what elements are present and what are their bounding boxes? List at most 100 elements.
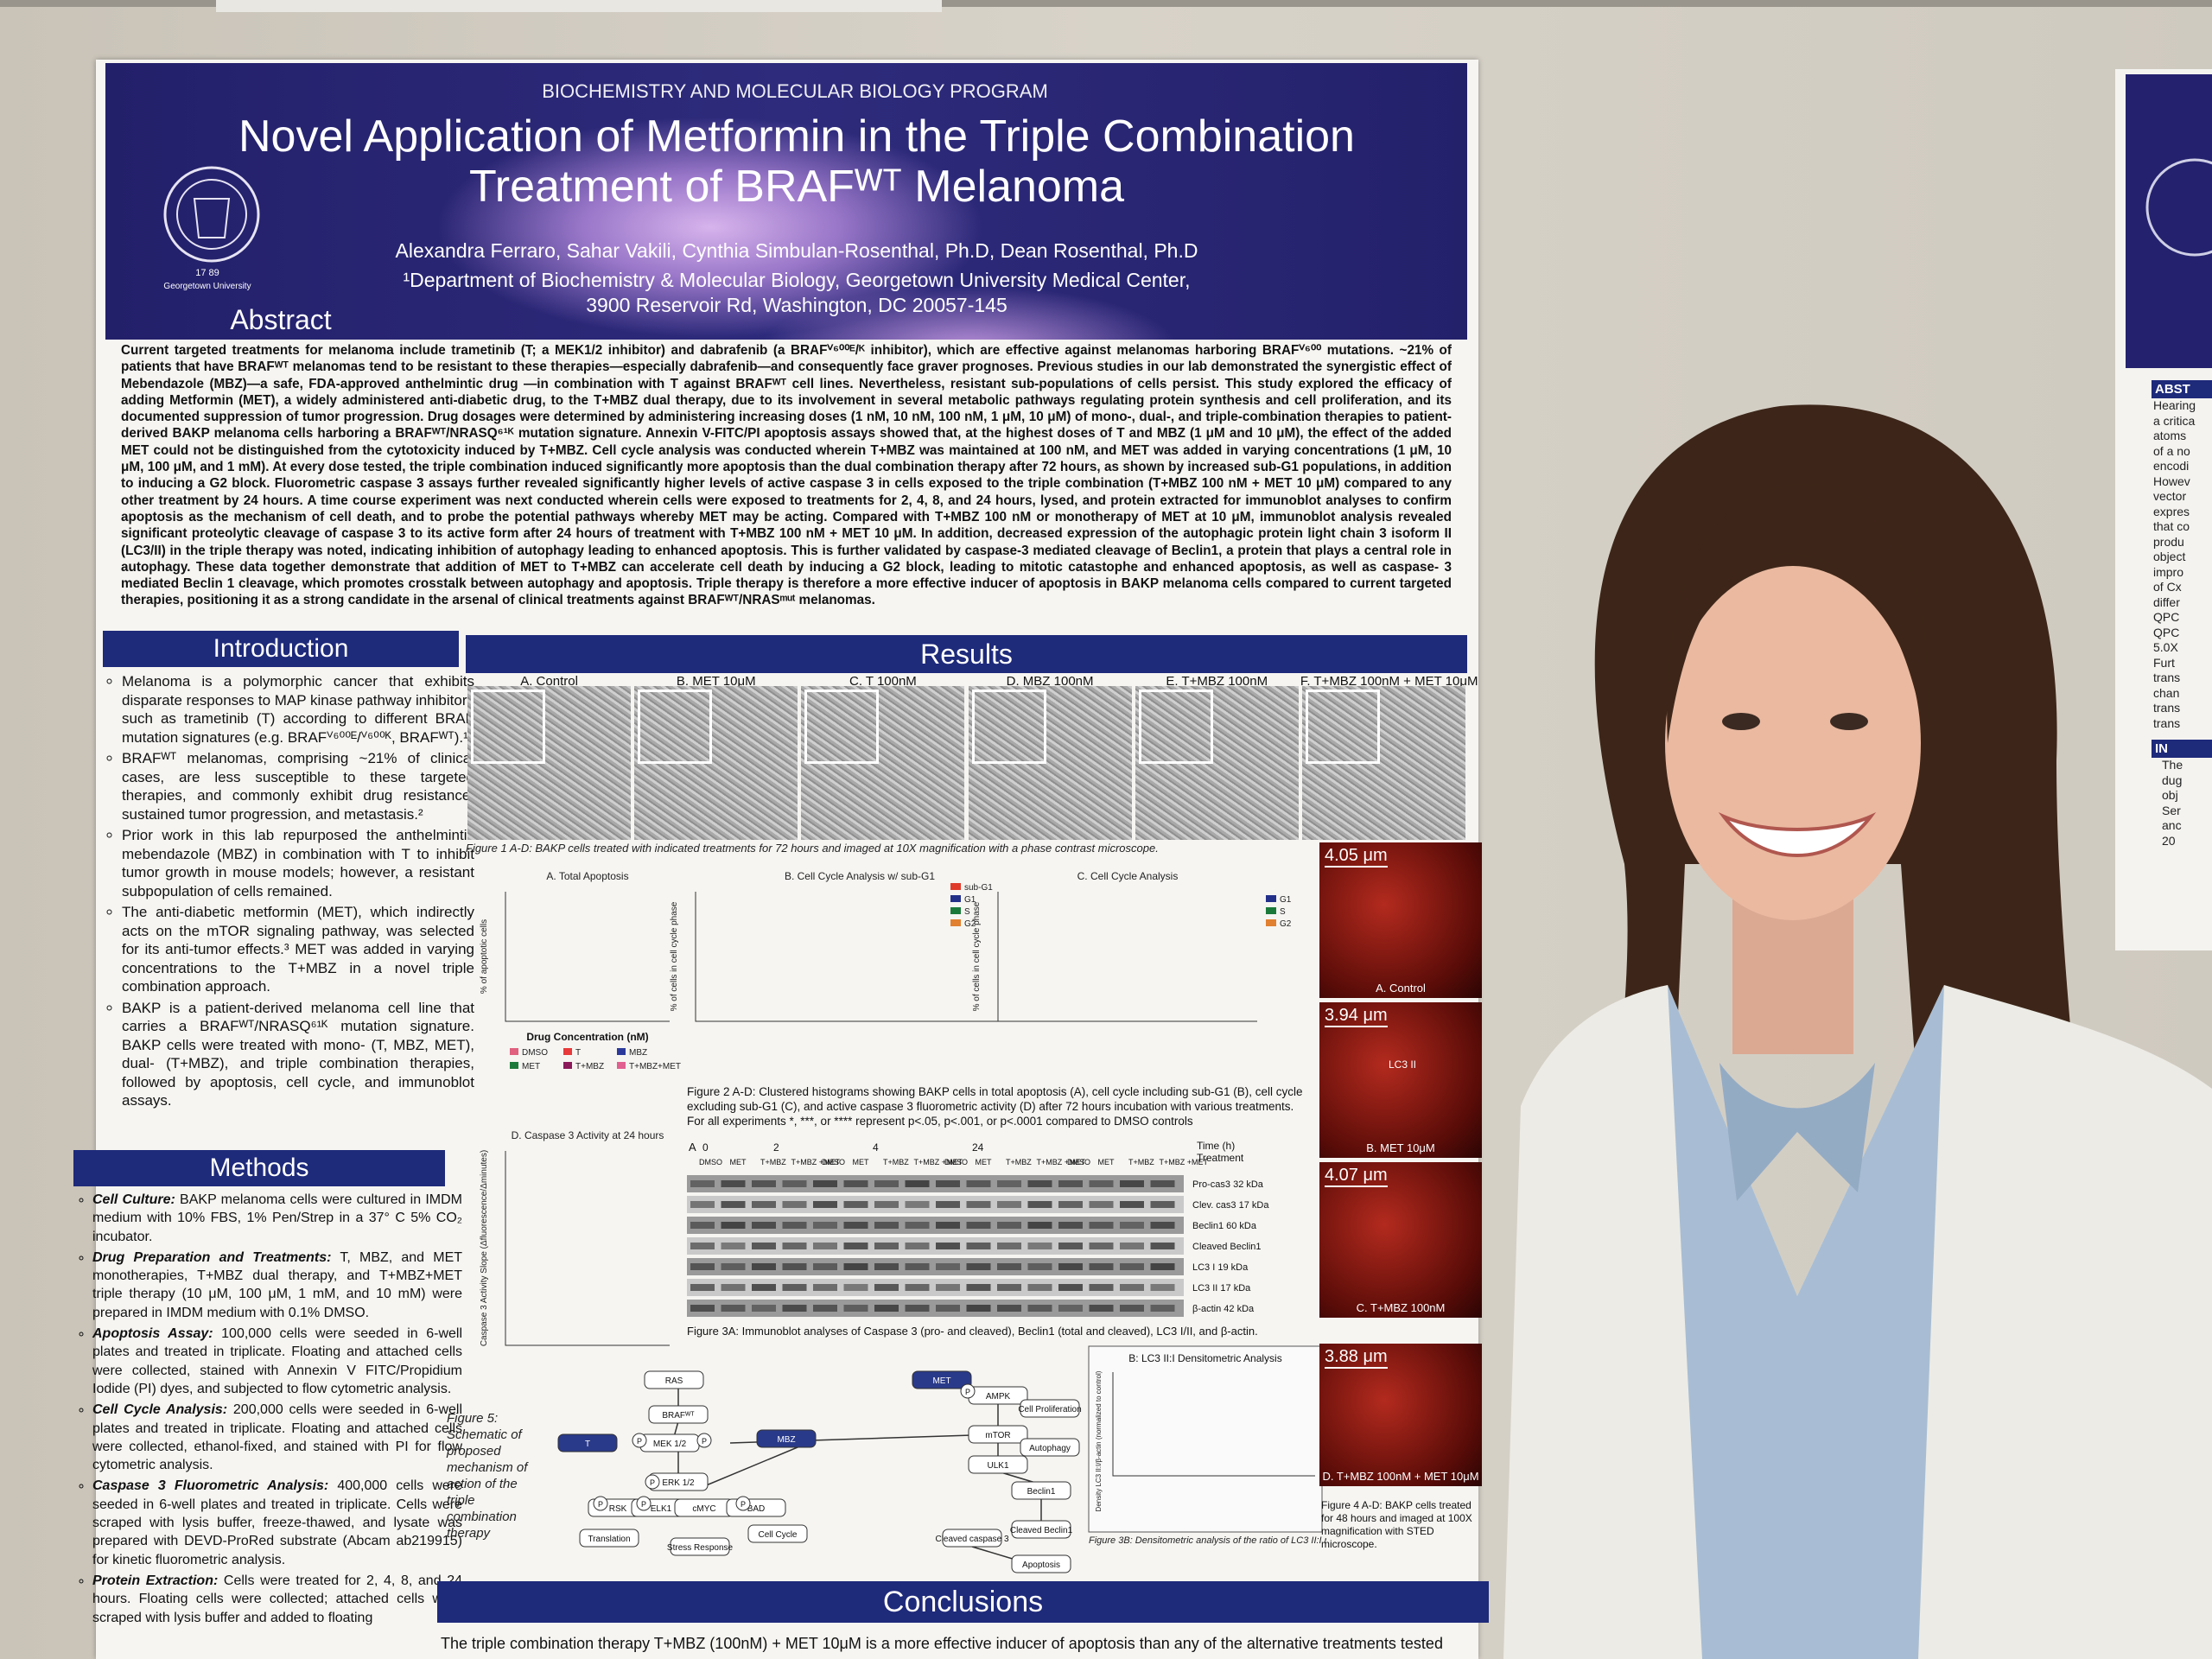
blot-band bbox=[936, 1222, 960, 1229]
time-label: 4 bbox=[873, 1141, 879, 1154]
blot-band bbox=[905, 1201, 930, 1208]
legend-label: G1 bbox=[1280, 895, 1292, 905]
axis bbox=[997, 892, 1257, 1022]
address: 3900 Reservoir Rd, Washington, DC 20057-… bbox=[586, 294, 1007, 316]
blot-band bbox=[782, 1284, 807, 1291]
blot-band bbox=[1089, 1201, 1114, 1208]
legend-label: G2 bbox=[1280, 919, 1292, 929]
title-line-1: Novel Application of Metformin in the Tr… bbox=[238, 111, 1355, 162]
band-label: Pro-cas3 32 kDa bbox=[1192, 1179, 1264, 1190]
face bbox=[1665, 566, 1921, 920]
panel-label: A. Control bbox=[520, 674, 578, 689]
pathway-node bbox=[968, 1455, 1028, 1474]
legend-label: MBZ bbox=[629, 1048, 647, 1058]
side-line: vector bbox=[2153, 489, 2187, 503]
pathway-node bbox=[579, 1529, 639, 1548]
node-label: ELK1 bbox=[651, 1504, 672, 1514]
blot-band bbox=[721, 1243, 746, 1249]
seal-year: 17 89 bbox=[195, 268, 219, 278]
legend-label: S bbox=[1280, 907, 1286, 917]
figure-caption: Figure 3B: Densitometric analysis of the… bbox=[1089, 1535, 1326, 1546]
blot-band bbox=[1120, 1222, 1144, 1229]
method-label: Cell Cycle Analysis: bbox=[92, 1402, 228, 1418]
legend-label: G1 bbox=[964, 895, 976, 905]
figure-caption: Figure 4 A-D: BAKP cells treated for 48 … bbox=[1321, 1499, 1472, 1550]
blot-band bbox=[1058, 1201, 1083, 1208]
scale-label: 3.94 μm bbox=[1325, 1006, 1388, 1027]
blot-band bbox=[966, 1180, 991, 1187]
lane-label: DMSO bbox=[699, 1158, 722, 1166]
micrograph bbox=[1301, 686, 1465, 840]
blot-band bbox=[1058, 1222, 1083, 1229]
chart-title: A. Total Apoptosis bbox=[546, 870, 628, 882]
legend-label: DMSO bbox=[522, 1048, 548, 1058]
blot-band bbox=[966, 1263, 991, 1270]
panel-label: B. MET 10μM bbox=[676, 674, 756, 689]
blot-band bbox=[874, 1263, 899, 1270]
blot-band bbox=[843, 1180, 868, 1187]
micrograph: 3.88 μm D. T+MBZ 100nM + MET 10μM bbox=[1319, 1344, 1482, 1486]
figure-1: A. Control B. MET 10μM C. T 100nM D. MBZ 10… bbox=[466, 674, 1478, 840]
blot-band bbox=[813, 1263, 837, 1270]
blot-band-row bbox=[687, 1279, 1184, 1296]
phospho-circle bbox=[593, 1496, 608, 1511]
blot-band bbox=[1027, 1305, 1052, 1312]
side-line: 5.0X bbox=[2153, 640, 2178, 654]
lane-label: MET bbox=[730, 1158, 747, 1166]
node-label: MET bbox=[932, 1376, 950, 1386]
blot-band bbox=[1150, 1263, 1175, 1270]
legend-swatch bbox=[563, 1048, 572, 1055]
lane-label: T+MBZ bbox=[883, 1158, 909, 1166]
method-label: Apoptosis Assay: bbox=[92, 1326, 213, 1342]
blot-band bbox=[782, 1201, 807, 1208]
blot-band bbox=[690, 1180, 715, 1187]
side-line: chan bbox=[2153, 685, 2180, 700]
blot-band bbox=[966, 1305, 991, 1312]
blot-band bbox=[1027, 1243, 1052, 1249]
blot-band bbox=[721, 1284, 746, 1291]
title-line-2: Treatment of BRAFᵂᵀ Melanoma bbox=[468, 162, 1125, 212]
pathway-node bbox=[1011, 1520, 1071, 1539]
blot-band-row bbox=[687, 1258, 1184, 1275]
inset-box bbox=[971, 690, 1046, 764]
blot-band-row bbox=[687, 1300, 1184, 1317]
blot-band bbox=[905, 1222, 930, 1229]
blot-band bbox=[1058, 1180, 1083, 1187]
poster-banner bbox=[105, 63, 1467, 340]
intro-item: The anti-diabetic metformin (MET), which… bbox=[122, 903, 474, 996]
pathway-node bbox=[942, 1529, 1002, 1548]
side-line: of Cx bbox=[2153, 580, 2182, 594]
method-text: T, MBZ, and MET monotherapies, T+MBZ dua… bbox=[92, 1249, 462, 1320]
node-label: T bbox=[585, 1440, 590, 1449]
inset-box bbox=[638, 690, 713, 764]
blot-band bbox=[752, 1180, 776, 1187]
blot-band-row bbox=[687, 1217, 1184, 1234]
pathway-node bbox=[756, 1429, 817, 1448]
node-label: ULK1 bbox=[987, 1461, 1008, 1471]
pathway-node bbox=[644, 1370, 704, 1389]
method-item: Apoptosis Assay: 100,000 cells were seed… bbox=[92, 1325, 462, 1398]
legend-swatch bbox=[617, 1048, 626, 1055]
method-item: Cell Cycle Analysis: 200,000 cells were … bbox=[92, 1401, 462, 1474]
lane-label: T+MBZ bbox=[760, 1158, 786, 1166]
legend-label: sub-G1 bbox=[964, 883, 993, 893]
blouse-bow bbox=[1719, 1063, 1875, 1201]
node-label: Cleaved caspase 3 bbox=[935, 1535, 1008, 1544]
blot-band bbox=[752, 1263, 776, 1270]
method-label: Caspase 3 Fluorometric Analysis: bbox=[92, 1478, 329, 1494]
side-line: produ bbox=[2153, 534, 2184, 549]
side-line: trans bbox=[2153, 701, 2181, 715]
eye bbox=[1830, 713, 1868, 730]
blot-band bbox=[1120, 1201, 1144, 1208]
blot-band bbox=[997, 1180, 1021, 1187]
intro-item: BAKP is a patient-derived melanoma cell … bbox=[122, 999, 474, 1110]
lane-label: MET bbox=[1098, 1158, 1116, 1166]
phospho-circle bbox=[632, 1433, 647, 1448]
blot-band bbox=[843, 1305, 868, 1312]
side-line: obj bbox=[2162, 788, 2178, 802]
panel-label: F. T+MBZ 100nM + MET 10μM bbox=[1300, 674, 1478, 689]
panel-label: D. T+MBZ 100nM + MET 10μM bbox=[1322, 1470, 1479, 1483]
blot-band bbox=[721, 1180, 746, 1187]
blot-band bbox=[690, 1305, 715, 1312]
lane-label: DMSO bbox=[944, 1158, 968, 1166]
